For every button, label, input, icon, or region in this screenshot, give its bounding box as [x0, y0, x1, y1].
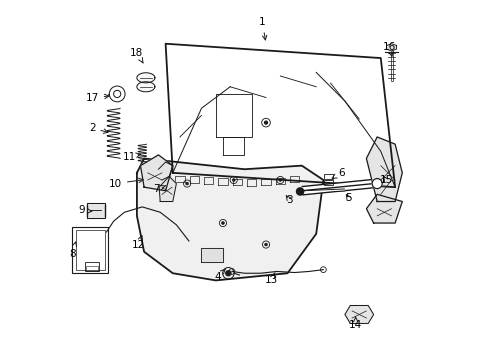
- Bar: [85, 262, 99, 271]
- Polygon shape: [137, 82, 155, 92]
- Polygon shape: [366, 194, 402, 223]
- Text: 14: 14: [348, 317, 362, 330]
- Text: 18: 18: [130, 48, 143, 63]
- Circle shape: [371, 179, 382, 189]
- Polygon shape: [344, 306, 373, 323]
- Text: 6: 6: [331, 168, 344, 178]
- Circle shape: [185, 182, 188, 185]
- Circle shape: [221, 222, 224, 225]
- Bar: [324, 180, 333, 185]
- Circle shape: [296, 188, 303, 195]
- Text: 17: 17: [85, 93, 109, 103]
- Text: 9: 9: [78, 206, 92, 216]
- Circle shape: [278, 179, 281, 181]
- Polygon shape: [86, 203, 104, 218]
- Circle shape: [264, 243, 267, 246]
- Text: 1: 1: [259, 17, 266, 40]
- Polygon shape: [137, 158, 323, 280]
- Text: 15: 15: [379, 175, 392, 185]
- Bar: [86, 266, 98, 271]
- Text: 5: 5: [345, 193, 351, 203]
- Text: 4: 4: [214, 269, 225, 282]
- Text: 8: 8: [69, 242, 77, 258]
- Bar: [76, 230, 104, 270]
- Polygon shape: [159, 176, 176, 202]
- Text: 10: 10: [109, 178, 143, 189]
- Bar: [324, 174, 333, 179]
- Text: 13: 13: [264, 273, 278, 285]
- Polygon shape: [366, 137, 402, 202]
- Circle shape: [232, 179, 235, 181]
- Text: 7: 7: [153, 184, 165, 194]
- Polygon shape: [201, 248, 223, 262]
- Text: 11: 11: [123, 152, 140, 162]
- Text: 16: 16: [382, 42, 396, 56]
- Polygon shape: [386, 44, 396, 51]
- Text: 3: 3: [285, 195, 292, 205]
- Text: 12: 12: [132, 235, 145, 249]
- Circle shape: [225, 270, 231, 276]
- Bar: [72, 226, 108, 273]
- Text: 2: 2: [89, 123, 108, 133]
- Polygon shape: [137, 73, 155, 83]
- Circle shape: [264, 121, 267, 124]
- Polygon shape: [140, 155, 172, 191]
